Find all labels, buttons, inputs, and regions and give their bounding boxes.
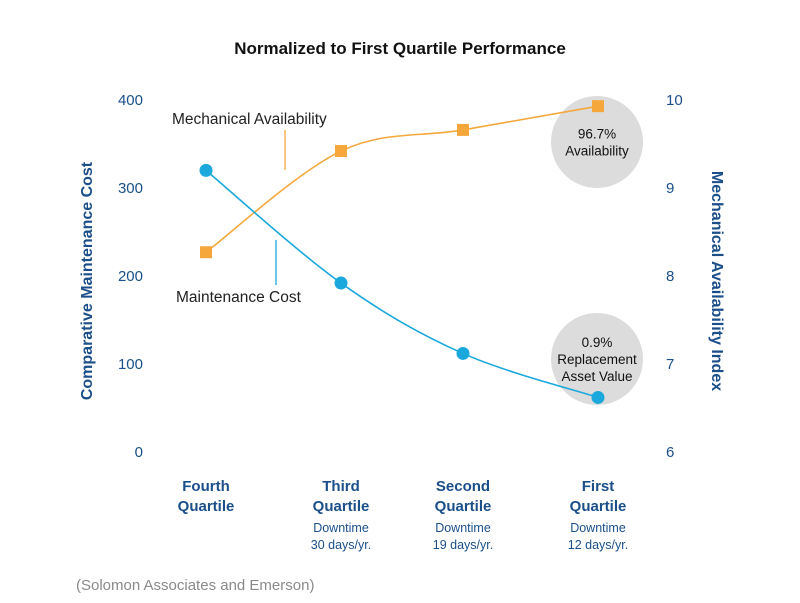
- category-label: First: [582, 478, 615, 495]
- callout-text: 0.9%: [582, 335, 613, 350]
- mechanical-availability-point: [592, 100, 604, 113]
- maintenance-cost-point: [456, 346, 470, 360]
- category-label: Fourth: [182, 478, 229, 495]
- maintenance-cost-line: [205, 169, 599, 399]
- callout-text: Replacement: [557, 352, 637, 367]
- category-sublabel: Downtime: [570, 521, 626, 535]
- right-axis-ticks: 6 7 8 9 10: [666, 92, 683, 461]
- right-tick-label: 6: [666, 444, 674, 461]
- left-axis-ticks: 0 100 200 300 400: [118, 92, 143, 461]
- category-label: Quartile: [570, 498, 627, 515]
- right-tick-label: 10: [666, 92, 683, 109]
- series-layer: [199, 100, 605, 404]
- mechanical-availability-line: [205, 105, 599, 253]
- maintenance-cost-point: [334, 276, 348, 290]
- right-tick-label: 7: [666, 356, 674, 373]
- left-axis-title: Comparative Maintenance Cost: [79, 161, 96, 400]
- right-tick-label: 8: [666, 268, 674, 285]
- category-sublabel: 19 days/yr.: [433, 538, 493, 552]
- maintenance-cost-point: [591, 390, 605, 404]
- cost-annotation: Maintenance Cost: [176, 289, 302, 306]
- category-label: Third: [322, 478, 360, 495]
- left-tick-label: 100: [118, 356, 143, 373]
- left-tick-label: 300: [118, 180, 143, 197]
- callout-text: Availability: [565, 144, 629, 159]
- callout-text: Asset Value: [561, 369, 632, 384]
- chart-title: Normalized to First Quartile Performance: [234, 39, 566, 58]
- category-sublabel: Downtime: [435, 521, 491, 535]
- callout-text: 96.7%: [578, 127, 616, 142]
- mechanical-availability-point: [457, 123, 469, 136]
- category-label: Quartile: [435, 498, 492, 515]
- left-tick-label: 200: [118, 268, 143, 285]
- maintenance-cost-point: [199, 163, 213, 177]
- category-label: Quartile: [178, 498, 235, 515]
- category-sublabel: 30 days/yr.: [311, 538, 371, 552]
- category-label: Quartile: [313, 498, 370, 515]
- category-sublabel: 12 days/yr.: [568, 538, 628, 552]
- right-axis-title: Mechanical Availability Index: [708, 171, 725, 391]
- left-tick-label: 400: [118, 92, 143, 109]
- mechanical-availability-point: [335, 145, 347, 158]
- category-labels: Fourth Quartile Third Quartile Downtime 30 da…: [178, 478, 629, 552]
- category-label: Second: [436, 478, 490, 495]
- source-note: (Solomon Associates and Emerson): [76, 577, 314, 594]
- mechanical-availability-point: [200, 246, 212, 259]
- bubbles: 96.7% Availability 0.9% Replacement Asset Va…: [551, 96, 643, 405]
- availability-annotation: Mechanical Availability: [172, 111, 327, 128]
- right-tick-label: 9: [666, 180, 674, 197]
- left-tick-label: 0: [135, 444, 143, 461]
- callout-bubble: [551, 313, 643, 405]
- callout-bubble: [551, 96, 643, 188]
- category-sublabel: Downtime: [313, 521, 369, 535]
